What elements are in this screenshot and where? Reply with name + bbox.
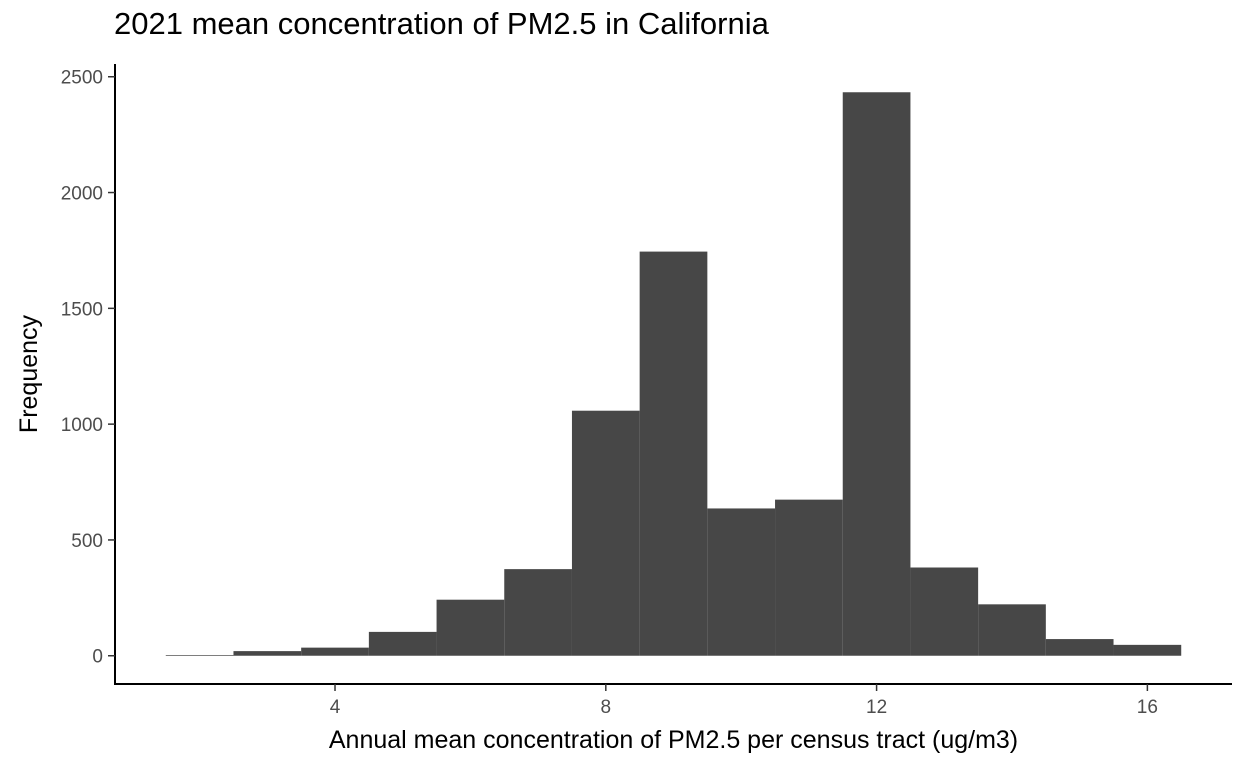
histogram-bar	[571, 410, 640, 656]
x-axis-title: Annual mean concentration of PM2.5 per c…	[329, 726, 1018, 754]
y-tick-label: 0	[92, 647, 103, 668]
histogram-bar	[1045, 639, 1114, 656]
axes-layer: 4 8 12 16 0 500 1000 1500 2000 2500	[61, 64, 1232, 718]
y-tick-label: 500	[71, 531, 103, 552]
histogram-bar	[978, 604, 1046, 656]
histogram-bar	[504, 569, 572, 656]
histogram-bar	[910, 567, 979, 656]
bars-layer	[165, 92, 1182, 656]
histogram-bar	[301, 647, 369, 656]
y-tick-label: 1500	[61, 299, 103, 320]
histogram-bar	[233, 651, 302, 656]
x-tick-label: 8	[601, 697, 612, 718]
chart-title: 2021 mean concentration of PM2.5 in Cali…	[114, 6, 769, 41]
x-tick-label: 12	[866, 697, 887, 718]
histogram-bar	[639, 251, 708, 656]
y-tick-label: 1000	[61, 415, 103, 436]
y-axis-title: Frequency	[15, 314, 43, 433]
histogram-bar	[842, 92, 911, 656]
histogram-bar	[707, 508, 776, 656]
histogram-bar	[775, 499, 843, 656]
y-tick-label: 2500	[61, 68, 103, 89]
histogram-bar	[1113, 644, 1182, 656]
x-tick-label: 16	[1137, 697, 1158, 718]
histogram-bar	[165, 655, 234, 656]
histogram-bar	[436, 599, 505, 656]
histogram-bar	[368, 631, 437, 656]
y-tick-label: 2000	[61, 184, 103, 205]
x-tick-label: 4	[330, 697, 341, 718]
